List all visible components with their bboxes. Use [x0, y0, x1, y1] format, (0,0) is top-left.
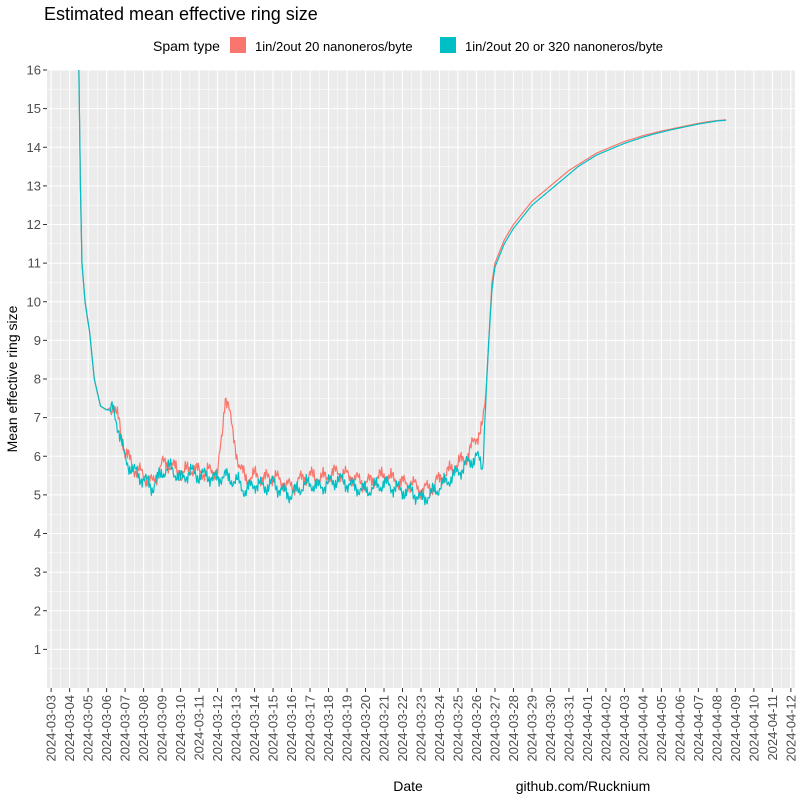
y-axis-label: Mean effective ring size	[4, 305, 20, 452]
x-tick-label: 2024-04-06	[672, 695, 687, 762]
y-tick-label: 14	[27, 140, 41, 155]
x-tick-label: 2024-04-11	[765, 695, 780, 761]
x-tick-label: 2024-03-27	[487, 695, 502, 762]
x-tick-label: 2024-03-06	[99, 695, 114, 762]
series-line-2	[78, 69, 727, 506]
x-tick-label: 2024-04-03	[617, 695, 632, 762]
x-tick-label: 2024-03-09	[155, 695, 170, 762]
y-tick-label: 15	[27, 101, 41, 116]
x-axis-label: Date	[393, 778, 423, 794]
x-tick-label: 2024-03-23	[414, 695, 429, 762]
y-tick-label: 16	[27, 63, 41, 78]
y-tick-label: 11	[28, 256, 42, 271]
series-line-1	[78, 69, 727, 501]
x-tick-label: 2024-03-14	[247, 695, 262, 762]
y-tick-label: 3	[34, 565, 41, 580]
x-tick-label: 2024-03-11	[192, 695, 207, 761]
legend-swatch-series-2	[440, 37, 456, 53]
x-tick-label: 2024-04-10	[746, 695, 761, 762]
x-tick-label: 2024-03-07	[118, 695, 133, 762]
x-tick-label: 2024-03-12	[210, 695, 225, 762]
y-tick-label: 13	[27, 178, 41, 193]
x-tick-label: 2024-03-31	[561, 695, 576, 762]
x-tick-label: 2024-03-20	[358, 695, 373, 762]
x-tick-label: 2024-03-03	[44, 695, 59, 762]
x-tick-label: 2024-03-17	[303, 695, 318, 762]
x-tick-label: 2024-03-10	[173, 695, 188, 762]
x-tick-label: 2024-04-04	[635, 695, 650, 762]
x-tick-label: 2024-03-08	[136, 695, 151, 762]
y-tick-label: 6	[34, 449, 41, 464]
legend-title: Spam type	[153, 38, 220, 54]
x-tick-label: 2024-03-29	[524, 695, 539, 762]
x-tick-label: 2024-03-19	[340, 695, 355, 762]
y-tick-label: 4	[34, 526, 41, 541]
x-tick-label: 2024-04-08	[709, 695, 724, 762]
x-tick-label: 2024-03-15	[266, 695, 281, 762]
x-tick-label: 2024-03-18	[321, 695, 336, 762]
y-tick-label: 12	[27, 217, 41, 232]
x-tick-label: 2024-03-26	[469, 695, 484, 762]
x-tick-label: 2024-03-28	[506, 695, 521, 762]
x-tick-label: 2024-04-01	[580, 695, 595, 762]
y-tick-label: 1	[34, 642, 41, 657]
caption: github.com/Rucknium	[516, 778, 651, 794]
x-tick-label: 2024-03-16	[284, 695, 299, 762]
legend-swatch-series-1	[230, 37, 246, 53]
y-tick-label: 7	[34, 410, 41, 425]
y-tick-label: 8	[34, 372, 41, 387]
y-tick-label: 5	[34, 487, 41, 502]
x-tick-label: 2024-03-05	[81, 695, 96, 762]
x-axis: 2024-03-03 2024-03-04 2024-03-05 2024-03-06…	[44, 688, 798, 762]
x-tick-label: 2024-04-02	[598, 695, 613, 762]
x-tick-label: 2024-03-30	[543, 695, 558, 762]
legend-label-series-1: 1in/2out 20 nanoneros/byte	[255, 39, 413, 54]
x-tick-label: 2024-03-21	[377, 695, 392, 762]
x-tick-label: 2024-03-22	[395, 695, 410, 762]
x-tick-label: 2024-03-25	[450, 695, 465, 762]
x-tick-label: 2024-04-09	[728, 695, 743, 762]
series-layer	[78, 69, 727, 506]
legend-label-series-2: 1in/2out 20 or 320 nanoneros/byte	[465, 39, 663, 54]
x-tick-label: 2024-04-07	[691, 695, 706, 762]
x-tick-label: 2024-04-12	[783, 695, 798, 762]
y-tick-label: 9	[34, 333, 41, 348]
grid-major	[47, 69, 795, 688]
x-tick-label: 2024-03-04	[62, 695, 77, 762]
legend: Spam type 1in/2out 20 nanoneros/byte 1in…	[153, 37, 663, 54]
y-tick-label: 2	[34, 603, 41, 618]
x-tick-label: 2024-04-05	[654, 695, 669, 762]
y-tick-label: 10	[27, 294, 41, 309]
x-tick-label: 2024-03-24	[432, 695, 447, 762]
chart-title: Estimated mean effective ring size	[44, 4, 318, 24]
x-tick-label: 2024-03-13	[229, 695, 244, 762]
